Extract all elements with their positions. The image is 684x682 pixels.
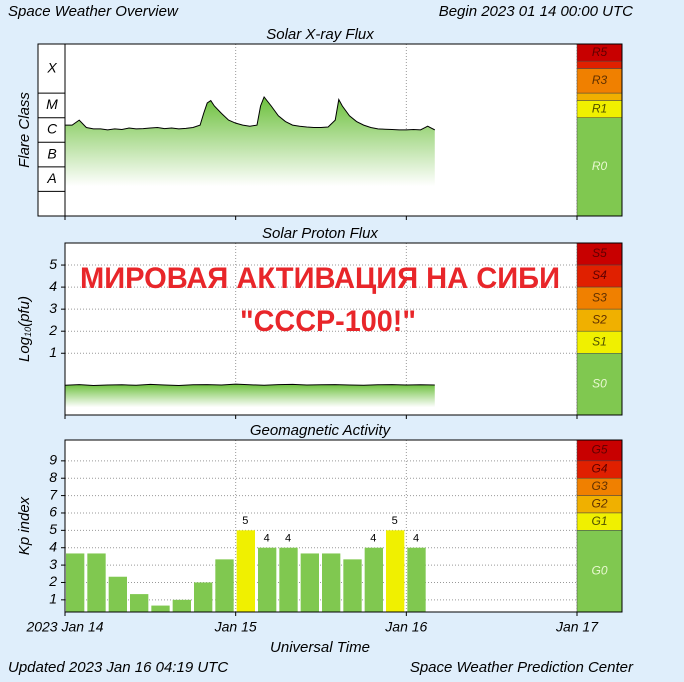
scale-label: R1: [592, 101, 607, 115]
scale-label: G2: [591, 496, 607, 510]
y-tick-label: X: [46, 59, 57, 75]
y-tick-label: 4: [49, 278, 57, 294]
panel-title: Solar Proton Flux: [262, 225, 378, 242]
scale-level: [576, 92, 623, 101]
series-area: [65, 384, 435, 415]
kp-bar: [108, 576, 127, 612]
bar-label: 4: [370, 533, 376, 545]
y-tick-label: 1: [49, 344, 57, 360]
scale-label: S5: [592, 246, 607, 260]
scale-level: [576, 353, 623, 416]
y-tick-label: C: [47, 121, 58, 137]
scale-label: S1: [592, 334, 607, 348]
y-tick-label: 7: [49, 486, 58, 502]
kp-bar: [130, 594, 149, 612]
x-tick-label: Jan 16: [384, 619, 427, 635]
bar-label: 4: [285, 533, 291, 545]
overlay-line: МИРОВАЯ АКТИВАЦИЯ НА СИБИ: [80, 262, 560, 295]
footer-source: Space Weather Prediction Center: [410, 659, 634, 676]
y-tick-label: 3: [49, 556, 57, 572]
scale-level: [576, 117, 623, 217]
bar-label: 4: [264, 533, 270, 545]
y-tick-label: 4: [49, 538, 57, 554]
scale-label: G3: [591, 479, 607, 493]
kp-bar: [258, 547, 277, 612]
y-axis-label-part: (pfu): [16, 296, 33, 327]
y-tick-label: 5: [49, 521, 57, 537]
plot-frame: [64, 439, 623, 613]
y-tick-label: 1: [49, 591, 57, 607]
y-tick-label: 8: [49, 469, 57, 485]
y-axis-label-part: Log: [16, 336, 33, 362]
y-tick-label: 2: [48, 322, 57, 338]
kp-bar: [386, 530, 405, 612]
footer-updated: Updated 2023 Jan 16 04:19 UTC: [8, 659, 228, 676]
y-axis-label-part: Flare Class: [16, 92, 33, 168]
y-axis-label: Log10(pfu): [16, 296, 33, 362]
x-tick-label: Jan 17: [555, 619, 599, 635]
scale-label: G0: [591, 563, 607, 577]
overlay-line: "СССР-100!": [240, 305, 416, 338]
kp-bar: [407, 547, 426, 612]
scale-label: S3: [592, 290, 607, 304]
y-tick-label: A: [46, 170, 56, 186]
kp-bar: [151, 605, 170, 612]
series-line: [65, 95, 436, 131]
kp-bar: [236, 530, 255, 612]
kp-bar: [343, 559, 362, 612]
y-axis-label-part: 10: [23, 327, 33, 337]
y-tick-label: 5: [49, 256, 57, 272]
kp-bar: [279, 547, 298, 612]
bar-label: 4: [413, 533, 419, 545]
series-area: [65, 96, 435, 216]
kp-bar: [194, 582, 213, 612]
y-tick-label: 9: [49, 452, 57, 468]
kp-bar: [87, 553, 106, 612]
x-tick-label: Jan 15: [214, 619, 257, 635]
plot-area: [65, 440, 577, 612]
scale-label: R0: [592, 159, 608, 173]
scale-label: G4: [591, 462, 607, 476]
scale-level: [576, 530, 623, 613]
kp-bar: [364, 547, 383, 612]
kp-bar: [66, 553, 85, 612]
y-tick-label: B: [47, 145, 56, 161]
kp-bar: [172, 599, 191, 612]
scale-label: R3: [592, 73, 608, 87]
scale-label: S4: [592, 268, 607, 282]
y-axis-label-part: Kp index: [16, 496, 33, 555]
panel-title: Solar X-ray Flux: [266, 26, 374, 43]
scale-level: [576, 60, 623, 69]
panel-title: Geomagnetic Activity: [250, 422, 392, 439]
x-axis-label: Universal Time: [270, 639, 370, 656]
y-axis-label: Flare Class: [16, 92, 33, 168]
x-tick-label: 2023 Jan 14: [25, 619, 103, 635]
y-tick-label: 6: [49, 504, 57, 520]
kp-bar: [322, 553, 341, 612]
scale-label: G5: [591, 443, 607, 457]
y-tick-label: 2: [48, 573, 57, 589]
y-tick-label: 3: [49, 300, 57, 316]
y-axis-label: Kp index: [16, 496, 33, 555]
plot-frame: [64, 43, 623, 217]
scale-label: G1: [591, 514, 607, 528]
class-column: [37, 43, 66, 217]
scale-label: S2: [592, 312, 607, 326]
header-title: Space Weather Overview: [8, 3, 179, 20]
bar-label: 5: [392, 515, 398, 527]
plot-frame: [64, 242, 623, 416]
bar-label: 5: [242, 515, 248, 527]
y-tick-label: M: [46, 96, 58, 112]
scale-label: S0: [592, 376, 607, 390]
scale-label: R5: [592, 45, 608, 59]
kp-bar: [300, 553, 319, 612]
header-begin: Begin 2023 01 14 00:00 UTC: [439, 3, 633, 20]
kp-bar: [215, 559, 234, 612]
series-line: [64, 383, 435, 386]
